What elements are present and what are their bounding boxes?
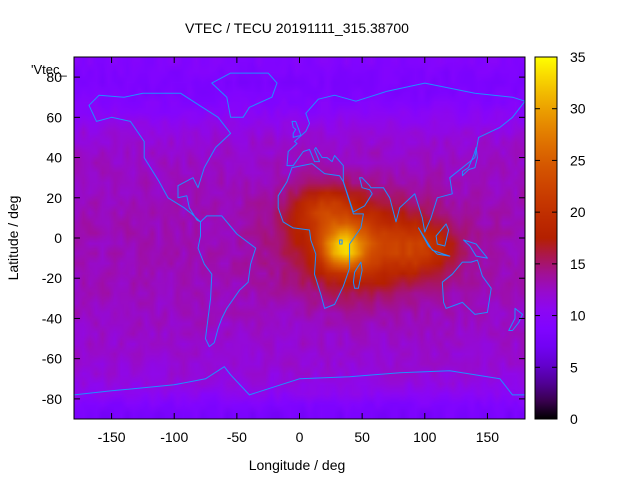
colorbar-tick-label: 25 <box>570 152 586 168</box>
coastline-north-america <box>88 92 232 223</box>
colorbar-tick-label: 5 <box>570 359 578 375</box>
coastline-overlay <box>73 72 526 396</box>
x-tick-label: 150 <box>476 429 500 445</box>
x-axis-label: Longitude / deg <box>249 457 346 473</box>
coastline-lake-victoria <box>339 239 343 245</box>
colorbar-tick-label: 30 <box>570 101 586 117</box>
coastline-borneo <box>435 223 450 247</box>
chart-title: VTEC / TECU 20191111_315.38700 <box>185 20 409 36</box>
y-tick-label: -60 <box>42 351 62 367</box>
x-tick-label: 100 <box>413 429 437 445</box>
coastline-madagascar <box>352 261 363 289</box>
legend-key-label: 'Vtec_ <box>31 62 67 77</box>
coastline-uk <box>291 120 302 138</box>
coastline-greenland <box>211 72 278 118</box>
vtec-heatmap-raster <box>74 57 525 419</box>
coastline-eurasia <box>286 82 526 233</box>
coastline-antarctica <box>73 366 526 396</box>
coastline-australia <box>441 259 492 315</box>
y-tick-label: -20 <box>42 270 62 286</box>
coastline-japan <box>461 147 478 177</box>
colorbar: 0 5 10 15 20 25 30 35 <box>534 49 586 427</box>
y-tick-label: 20 <box>46 190 62 206</box>
colorbar-tick-label: 20 <box>570 204 586 220</box>
x-tick-label: -150 <box>98 429 126 445</box>
colorbar-ticks: 0 5 10 15 20 25 30 35 <box>535 49 586 427</box>
x-axis-ticks: -150 -100 -50 0 50 100 150 <box>98 57 500 445</box>
coastline-new-zealand <box>508 307 523 331</box>
y-tick-label: 40 <box>46 150 62 166</box>
y-tick-label: 0 <box>54 230 62 246</box>
x-tick-label: -100 <box>160 429 188 445</box>
x-tick-label: 0 <box>296 429 304 445</box>
colorbar-gradient <box>534 56 558 420</box>
y-tick-label: 80 <box>46 69 62 85</box>
y-axis-ticks: -80 -60 -40 -20 0 20 40 60 80 <box>42 69 525 407</box>
coastline-africa <box>277 163 364 309</box>
x-tick-label: 50 <box>354 429 370 445</box>
coastline-new-guinea <box>463 239 488 259</box>
colorbar-tick-label: 10 <box>570 308 586 324</box>
colorbar-tick-label: 0 <box>570 411 578 427</box>
colorbar-tick-label: 35 <box>570 49 586 65</box>
y-tick-label: -80 <box>42 391 62 407</box>
x-tick-label: -50 <box>227 429 247 445</box>
y-axis-label: Latitude / deg <box>5 196 21 281</box>
plot-area: -150 -100 -50 0 50 100 150 -80 -60 -40 -20 0 20 40 60… <box>31 56 526 445</box>
coastline-indonesia <box>418 227 451 257</box>
y-tick-label: 60 <box>46 109 62 125</box>
coastline-south-america <box>197 215 257 348</box>
y-tick-label: -40 <box>42 310 62 326</box>
colorbar-tick-label: 15 <box>570 256 586 272</box>
